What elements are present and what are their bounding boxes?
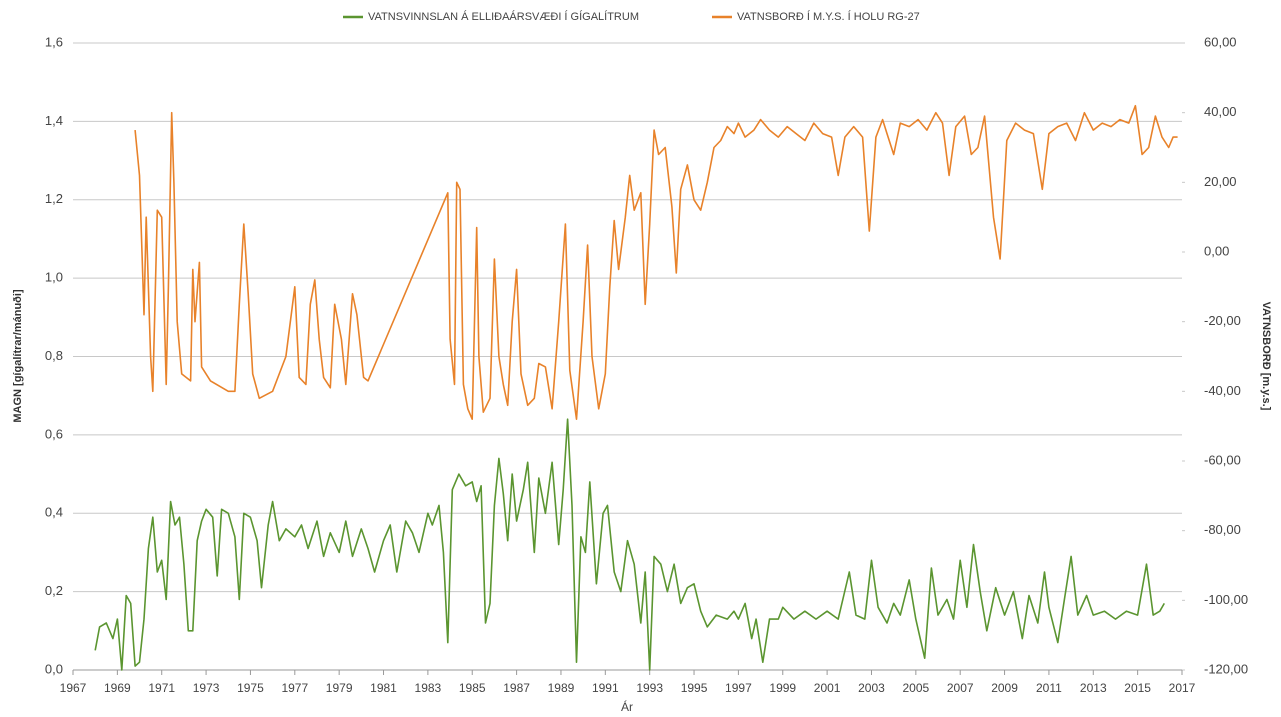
y2-tick-label: 40,00 — [1204, 104, 1237, 119]
y2-tick-label: 60,00 — [1204, 34, 1237, 49]
x-tick-label: 2009 — [991, 681, 1018, 695]
x-tick-label: 1993 — [636, 681, 663, 695]
x-tick-label: 1977 — [281, 681, 308, 695]
x-tick-label: 2011 — [1036, 681, 1062, 695]
x-tick-label: 1999 — [769, 681, 796, 695]
x-axis-title: Ár — [621, 699, 633, 714]
x-tick-label: 1981 — [370, 681, 397, 695]
x-tick-label: 1975 — [237, 681, 264, 695]
y-tick-label: 1,0 — [45, 270, 63, 285]
y-axis-title: MAGN [gígalítrar/mánuði] — [12, 289, 24, 423]
x-tick-label: 2015 — [1124, 681, 1151, 695]
x-tick-label: 1995 — [681, 681, 708, 695]
y-tick-label: 0,0 — [45, 661, 63, 676]
y-tick-label: 0,4 — [45, 505, 63, 520]
legend-label: VATNSVINNSLAN Á ELLIÐAÁRSVÆÐI Í GÍGALÍTR… — [368, 10, 639, 23]
x-tick-label: 1969 — [104, 681, 131, 695]
y2-tick-label: -120,00 — [1204, 661, 1248, 676]
x-tick-label: 1971 — [148, 681, 175, 695]
x-tick-label: 1991 — [592, 681, 619, 695]
y2-tick-label: -80,00 — [1204, 522, 1241, 537]
y2-tick-label: 0,00 — [1204, 243, 1229, 258]
legend-label: VATNSBORÐ Í M.Y.S. Í HOLU RG-27 — [737, 10, 920, 23]
x-tick-label: 1987 — [503, 681, 530, 695]
y2-tick-label: -60,00 — [1204, 452, 1241, 467]
y2-tick-label: -40,00 — [1204, 383, 1241, 398]
x-tick-label: 2003 — [858, 681, 885, 695]
x-tick-label: 1979 — [326, 681, 353, 695]
series-line — [134, 104, 1178, 420]
x-tick-label: 2001 — [814, 681, 841, 695]
x-tick-label: 1997 — [725, 681, 752, 695]
x-tick-label: 1973 — [193, 681, 220, 695]
x-tick-label: 1983 — [415, 681, 442, 695]
x-tick-label: 2013 — [1080, 681, 1107, 695]
y2-tick-label: -100,00 — [1204, 592, 1248, 607]
x-tick-label: 2007 — [947, 681, 974, 695]
x-tick-label: 1967 — [60, 681, 87, 695]
series-line — [94, 418, 1165, 671]
y-tick-label: 1,4 — [45, 113, 63, 128]
y-tick-label: 0,8 — [45, 348, 63, 363]
y-tick-label: 1,6 — [45, 34, 63, 49]
y2-tick-label: 20,00 — [1204, 174, 1237, 189]
x-tick-label: 2005 — [902, 681, 929, 695]
y2-tick-label: -20,00 — [1204, 313, 1241, 328]
x-tick-label: 1989 — [548, 681, 575, 695]
x-tick-label: 2017 — [1169, 681, 1196, 695]
x-tick-label: 1985 — [459, 681, 486, 695]
y2-axis-title: VATNSBORÐ [m.y.s.] — [1260, 302, 1272, 411]
y-tick-label: 0,2 — [45, 583, 63, 598]
y-tick-label: 0,6 — [45, 426, 63, 441]
y-tick-label: 1,2 — [45, 191, 63, 206]
